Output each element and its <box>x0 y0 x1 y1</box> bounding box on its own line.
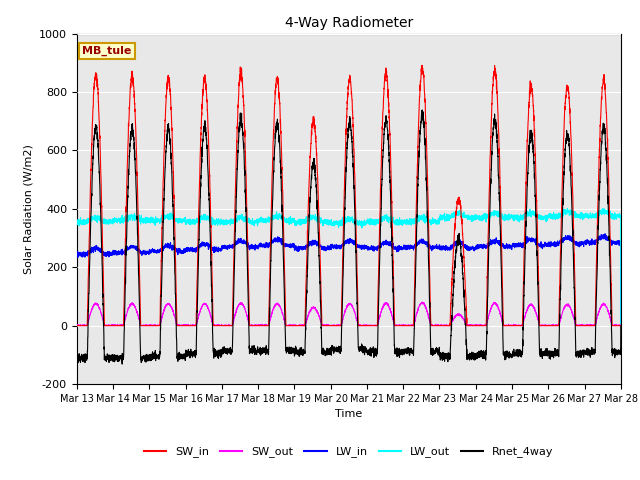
X-axis label: Time: Time <box>335 409 362 419</box>
Title: 4-Way Radiometer: 4-Way Radiometer <box>285 16 413 30</box>
Y-axis label: Solar Radiation (W/m2): Solar Radiation (W/m2) <box>24 144 33 274</box>
Text: MB_tule: MB_tule <box>82 46 132 56</box>
Legend: SW_in, SW_out, LW_in, LW_out, Rnet_4way: SW_in, SW_out, LW_in, LW_out, Rnet_4way <box>140 442 558 462</box>
